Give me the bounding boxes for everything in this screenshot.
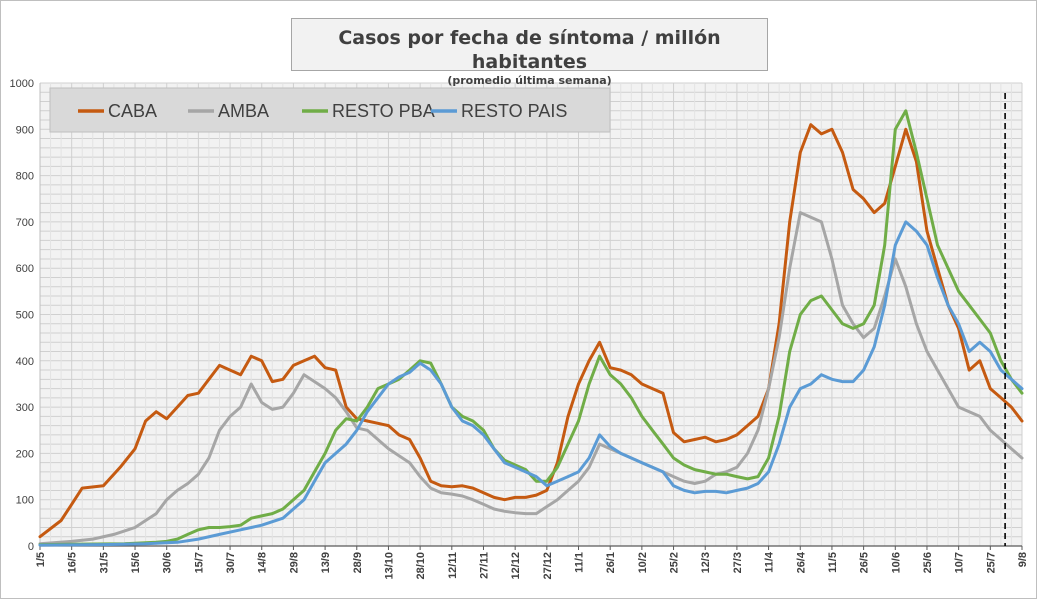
series-line-caba: [38, 123, 1024, 539]
legend-label-amba: AMBA: [218, 101, 269, 121]
x-tick-label: 31/5: [98, 552, 110, 573]
x-axis: 1/5 16/5 31/5 15/6 30/6 15/7 30/7 14/8 29/8 13/9 2…: [35, 545, 1029, 580]
x-tick-label: 30/7: [225, 552, 237, 573]
y-tick-label: 0: [28, 541, 34, 553]
y-tick-label: 100: [16, 495, 34, 507]
x-tick-label: 16/5: [67, 552, 79, 573]
legend-label-resto-pba: RESTO PBA: [332, 101, 435, 121]
x-tick-label: 27/3: [732, 552, 744, 573]
x-tick-label: 11/4: [764, 551, 776, 573]
y-tick-label: 300: [16, 402, 34, 414]
y-axis: 0 100 200 300 400 500 600 700 800 900 1000: [10, 78, 41, 553]
x-tick-label: 25/7: [985, 552, 997, 573]
x-tick-label: 12/11: [447, 552, 459, 579]
title-box: Casos por fecha de síntoma / millón habi…: [291, 18, 768, 87]
x-tick-label: 11/5: [827, 552, 839, 573]
legend-label-resto-pais: RESTO PAIS: [461, 101, 567, 121]
series-line-resto-pais: [38, 220, 1024, 547]
x-tick-label: 26/5: [859, 552, 871, 573]
x-tick-label: 11/1: [574, 552, 586, 573]
chart-title: Casos por fecha de síntoma / millón habi…: [338, 27, 721, 73]
x-tick-label: 26/1: [605, 552, 617, 573]
x-tick-label: 14/8: [257, 552, 269, 573]
legend-label-caba: CABA: [108, 101, 157, 121]
x-tick-label: 27/11: [478, 552, 490, 579]
y-tick-label: 900: [16, 124, 34, 136]
x-tick-label: 30/6: [162, 552, 174, 573]
series-line-resto-pba: [38, 109, 1024, 547]
x-tick-label: 10/6: [890, 552, 902, 573]
y-tick-label: 200: [16, 448, 34, 460]
legend: CABA AMBA RESTO PBA RESTO PAIS: [49, 87, 611, 133]
x-tick-label: 25/2: [669, 552, 681, 573]
x-tick-label: 13/10: [383, 552, 395, 580]
x-tick-label: 10/7: [954, 552, 966, 573]
y-tick-label: 700: [16, 217, 34, 229]
x-tick-label: 10/2: [637, 552, 649, 573]
x-tick-label: 27/12: [542, 552, 554, 580]
x-tick-label: 9/8: [1017, 552, 1029, 567]
x-tick-label: 29/8: [288, 552, 300, 573]
x-tick-label: 25/6: [922, 552, 934, 573]
series-lines: [38, 109, 1024, 547]
chart-subtitle: (promedio última semana): [447, 74, 612, 87]
series-line-amba: [38, 211, 1024, 546]
x-tick-label: 12/12: [510, 552, 522, 580]
y-tick-label: 500: [16, 310, 34, 322]
x-tick-label: 28/10: [415, 552, 427, 580]
x-tick-label: 15/7: [193, 552, 205, 573]
y-tick-label: 600: [16, 263, 34, 275]
y-tick-label: 800: [16, 171, 34, 183]
legend-box: [49, 87, 611, 133]
y-tick-label: 400: [16, 356, 34, 368]
x-tick-label: 15/6: [130, 552, 142, 573]
y-tick-label: 1000: [10, 78, 34, 90]
x-tick-label: 1/5: [35, 552, 47, 567]
x-tick-label: 13/9: [320, 552, 332, 573]
x-tick-label: 12/3: [700, 552, 712, 573]
x-tick-label: 26/4: [795, 551, 807, 573]
x-tick-label: 28/9: [352, 552, 364, 573]
